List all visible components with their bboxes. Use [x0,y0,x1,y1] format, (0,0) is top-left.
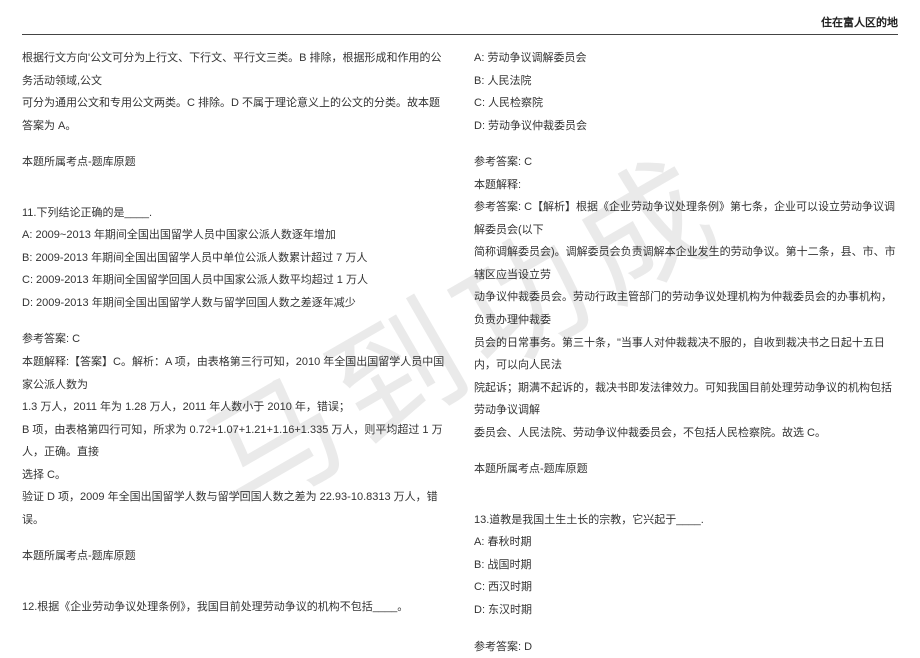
left-column: 根据行文方向'公文可分为上行文、下行文、平行文三类。B 排除，根据形成和作用的公… [22,47,446,658]
explanation-text: 参考答案: C【解析】根据《企业劳动争议处理条例》第七条，企业可以设立劳动争议调… [474,196,898,241]
option-a: A: 2009~2013 年期间全国出国留学人员中国家公派人数逐年增加 [22,224,446,247]
topic-label: 本题所属考点-题库原题 [474,458,898,481]
body-text: 可分为通用公文和专用公文两类。C 排除。D 不属于理论意义上的公文的分类。故本题… [22,92,446,137]
page-header-right: 住在富人区的地 [22,14,898,34]
option-c: C: 2009-2013 年期间全国留学回国人员中国家公派人数平均超过 1 万人 [22,269,446,292]
explanation-text: 选择 C。 [22,464,446,487]
option-d: D: 劳动争议仲裁委员会 [474,115,898,138]
question-12: 12.根据《企业劳动争议处理条例》，我国目前处理劳动争议的机构不包括____。 [22,596,446,619]
page-container: 住在富人区的地 根据行文方向'公文可分为上行文、下行文、平行文三类。B 排除，根… [0,0,920,651]
right-column: A: 劳动争议调解委员会 B: 人民法院 C: 人民检察院 D: 劳动争议仲裁委… [474,47,898,658]
answer-label: 参考答案: D [474,636,898,658]
explanation-text: 本题解释:【答案】C。解析：A 项，由表格第三行可知，2010 年全国出国留学人… [22,351,446,396]
option-b: B: 战国时期 [474,554,898,577]
explanation-text: 动争议仲裁委员会。劳动行政主管部门的劳动争议处理机构为仲裁委员会的办事机构，负责… [474,286,898,331]
option-d: D: 东汉时期 [474,599,898,622]
option-a: A: 春秋时期 [474,531,898,554]
explanation-heading: 本题解释: [474,174,898,197]
explanation-text: 委员会、人民法院、劳动争议仲裁委员会，不包括人民检察院。故选 C。 [474,422,898,445]
explanation-text: 简称调解委员会)。调解委员会负责调解本企业发生的劳动争议。第十二条，县、市、市辖… [474,241,898,286]
explanation-text: 验证 D 项，2009 年全国出国留学人数与留学回国人数之差为 22.93-10… [22,486,446,531]
explanation-text: 1.3 万人，2011 年为 1.28 万人，2011 年人数小于 2010 年… [22,396,446,419]
option-b: B: 人民法院 [474,70,898,93]
explanation-text: 员会的日常事务。第三十条，"当事人对仲裁裁决不服的，自收到裁决书之日起十五日内，… [474,332,898,377]
answer-label: 参考答案: C [474,151,898,174]
explanation-text: B 项，由表格第四行可知，所求为 0.72+1.07+1.21+1.16+1.3… [22,419,446,464]
option-c: C: 人民检察院 [474,92,898,115]
option-a: A: 劳动争议调解委员会 [474,47,898,70]
option-d: D: 2009-2013 年期间全国出国留学人数与留学回国人数之差逐年减少 [22,292,446,315]
question-11: 11.下列结论正确的是____. [22,202,446,225]
body-text: 根据行文方向'公文可分为上行文、下行文、平行文三类。B 排除，根据形成和作用的公… [22,47,446,92]
option-c: C: 西汉时期 [474,576,898,599]
question-13: 13.道教是我国土生土长的宗教，它兴起于____. [474,509,898,532]
answer-label: 参考答案: C [22,328,446,351]
explanation-text: 院起诉；期满不起诉的，裁决书即发法律效力。可知我国目前处理劳动争议的机构包括劳动… [474,377,898,422]
header-divider [22,34,898,35]
option-b: B: 2009-2013 年期间全国出国留学人员中单位公派人数累计超过 7 万人 [22,247,446,270]
topic-label: 本题所属考点-题库原题 [22,151,446,174]
topic-label: 本题所属考点-题库原题 [22,545,446,568]
two-column-layout: 根据行文方向'公文可分为上行文、下行文、平行文三类。B 排除，根据形成和作用的公… [22,47,898,658]
